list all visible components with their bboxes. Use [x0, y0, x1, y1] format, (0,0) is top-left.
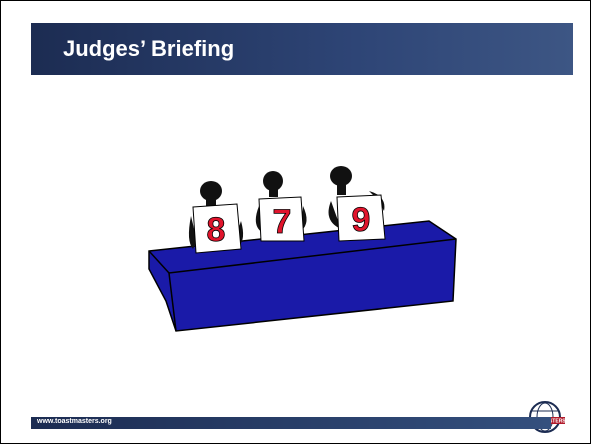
footer-bar: www.toastmasters.org — [31, 417, 551, 429]
illustration: 8 7 9 TOASTMASTERS — [1, 1, 590, 443]
score: 8 — [207, 211, 226, 249]
score: 9 — [352, 201, 371, 239]
footer-url: www.toastmasters.org — [37, 418, 112, 425]
score: 7 — [273, 203, 292, 241]
slide: Judges’ Briefing 8 7 9 — [0, 0, 591, 444]
